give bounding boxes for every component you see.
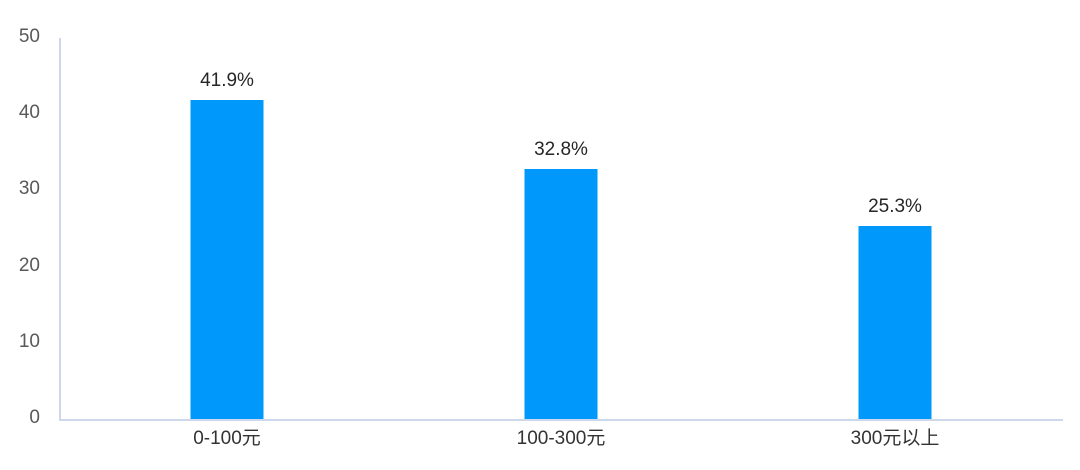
bar-2 (524, 169, 598, 419)
y-axis-line (59, 38, 61, 421)
y-axis-tick-label: 30 (18, 178, 40, 200)
category-slot: 41.9% 0-100元 (60, 0, 394, 470)
y-axis-tick-label: 10 (18, 330, 40, 352)
y-axis-tick-label: 0 (29, 407, 40, 428)
x-axis-category-label: 100-300元 (516, 428, 606, 449)
bar-3 (858, 226, 932, 419)
x-axis-category-label: 0-100元 (193, 428, 261, 449)
y-axis-tick-label: 40 (18, 102, 40, 124)
x-axis-category-label: 300元以上 (850, 428, 940, 449)
category-slot: 25.3% 300元以上 (728, 0, 1062, 470)
bar-1 (190, 100, 264, 419)
x-axis-line (59, 419, 1063, 421)
bar-value-label: 32.8% (534, 139, 588, 160)
y-axis-tick-label: 50 (18, 26, 40, 47)
y-axis-tick-label: 20 (18, 254, 40, 276)
bar-value-label: 25.3% (868, 196, 922, 217)
bar-value-label: 41.9% (200, 70, 254, 91)
category-slot: 32.8% 100-300元 (394, 0, 728, 470)
